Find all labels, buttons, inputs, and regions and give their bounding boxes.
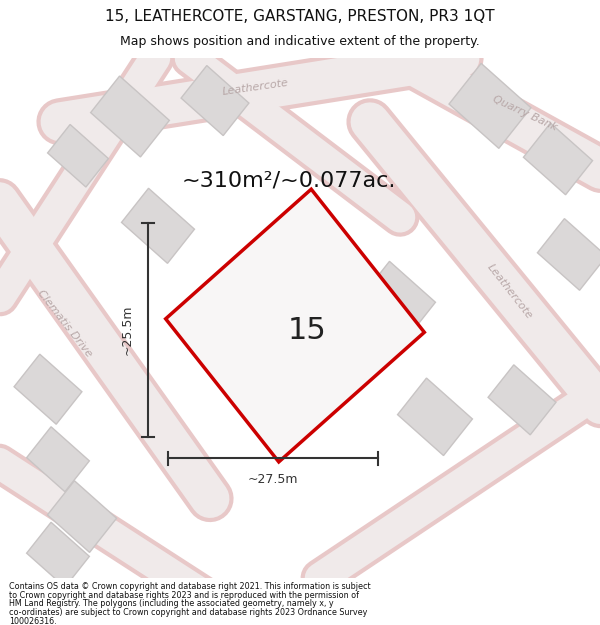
Polygon shape <box>398 378 472 456</box>
Text: Leathercote: Leathercote <box>221 78 289 98</box>
Polygon shape <box>26 522 89 588</box>
Polygon shape <box>122 188 194 263</box>
Polygon shape <box>449 63 531 148</box>
Polygon shape <box>181 66 249 136</box>
Text: Clematis Drive: Clematis Drive <box>36 288 94 359</box>
Text: Leathercote: Leathercote <box>485 262 535 321</box>
Polygon shape <box>47 481 116 552</box>
Polygon shape <box>26 427 89 492</box>
Text: 15, LEATHERCOTE, GARSTANG, PRESTON, PR3 1QT: 15, LEATHERCOTE, GARSTANG, PRESTON, PR3 … <box>105 9 495 24</box>
Text: to Crown copyright and database rights 2023 and is reproduced with the permissio: to Crown copyright and database rights 2… <box>9 591 359 599</box>
Polygon shape <box>538 219 600 290</box>
Text: 100026316.: 100026316. <box>9 616 56 625</box>
Polygon shape <box>91 76 169 157</box>
Polygon shape <box>523 123 593 195</box>
Polygon shape <box>14 354 82 424</box>
Polygon shape <box>47 124 109 187</box>
Polygon shape <box>361 261 436 339</box>
Text: ~27.5m: ~27.5m <box>248 473 298 486</box>
Polygon shape <box>488 365 556 435</box>
Text: Quarry Bank: Quarry Bank <box>491 94 559 132</box>
Text: 15: 15 <box>287 316 326 346</box>
Text: Contains OS data © Crown copyright and database right 2021. This information is : Contains OS data © Crown copyright and d… <box>9 582 371 591</box>
Text: HM Land Registry. The polygons (including the associated geometry, namely x, y: HM Land Registry. The polygons (includin… <box>9 599 334 608</box>
Text: Map shows position and indicative extent of the property.: Map shows position and indicative extent… <box>120 35 480 48</box>
Polygon shape <box>166 189 424 462</box>
Text: ~25.5m: ~25.5m <box>121 304 134 355</box>
Text: co-ordinates) are subject to Crown copyright and database rights 2023 Ordnance S: co-ordinates) are subject to Crown copyr… <box>9 608 367 617</box>
Text: ~310m²/~0.077ac.: ~310m²/~0.077ac. <box>182 170 397 190</box>
